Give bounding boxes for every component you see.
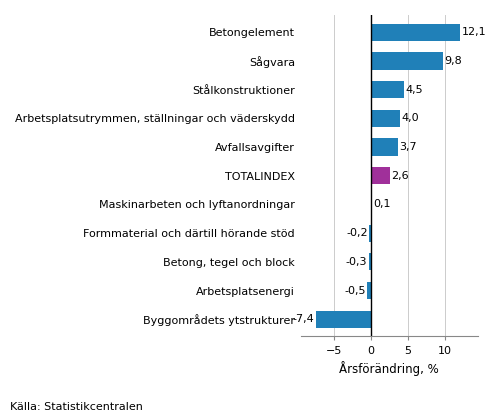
Bar	[367, 282, 371, 299]
Text: -0,2: -0,2	[346, 228, 368, 238]
Bar	[371, 139, 398, 156]
Bar	[316, 311, 371, 328]
Text: 0,1: 0,1	[373, 199, 390, 209]
Text: -0,5: -0,5	[344, 285, 366, 295]
Bar	[371, 167, 390, 184]
Text: 12,1: 12,1	[462, 27, 487, 37]
Bar	[371, 81, 404, 98]
Bar	[371, 110, 400, 127]
Text: 4,5: 4,5	[406, 84, 423, 94]
Bar	[371, 24, 460, 41]
Text: 9,8: 9,8	[445, 56, 462, 66]
Text: 2,6: 2,6	[391, 171, 409, 181]
Bar	[371, 52, 443, 69]
Text: 3,7: 3,7	[400, 142, 417, 152]
Bar	[371, 196, 372, 213]
Text: 4,0: 4,0	[402, 113, 420, 123]
Text: -0,3: -0,3	[346, 257, 367, 267]
Text: -7,4: -7,4	[293, 314, 315, 324]
Text: Källa: Statistikcentralen: Källa: Statistikcentralen	[10, 402, 143, 412]
Bar	[369, 225, 371, 242]
Bar	[369, 253, 371, 270]
X-axis label: Årsförändring, %: Årsförändring, %	[339, 361, 439, 376]
